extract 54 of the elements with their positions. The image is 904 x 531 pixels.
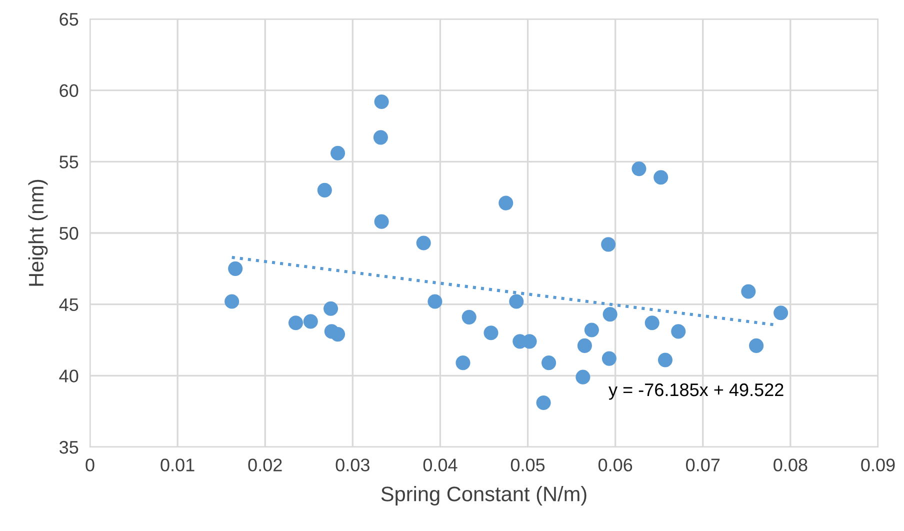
point (416, 236, 431, 250)
point (601, 237, 616, 252)
point (373, 130, 388, 145)
x-tick-label: 0.01 (160, 458, 194, 472)
point (317, 182, 332, 198)
y-tick-label: 45 (59, 298, 78, 312)
point (741, 284, 756, 299)
point (774, 306, 788, 320)
x-tick-label: 0 (86, 458, 94, 472)
point (498, 196, 514, 210)
y-axis-title: Height (nm) (28, 180, 48, 286)
point (584, 322, 599, 338)
x-tick-label: 0.02 (248, 458, 282, 472)
x-tick-label: 0.09 (861, 458, 895, 472)
y-tick-label: 55 (60, 156, 78, 168)
point (484, 326, 498, 340)
y-tick-label: 35 (59, 440, 78, 454)
x-tick-label: 0.06 (598, 458, 632, 472)
point (228, 261, 243, 276)
point (536, 395, 551, 410)
point (330, 327, 346, 342)
point (374, 94, 389, 110)
point (644, 316, 660, 330)
point (658, 352, 673, 368)
y-tick-label: 50 (60, 226, 78, 240)
point (224, 294, 240, 309)
point (749, 338, 764, 353)
x-tick-label: 0.03 (336, 458, 370, 472)
point (428, 294, 442, 309)
point (330, 146, 346, 160)
point (654, 170, 668, 185)
point (462, 310, 476, 324)
y-tick-label: 65 (60, 12, 78, 26)
x-tick-label: 0.07 (686, 458, 720, 472)
point (509, 294, 524, 309)
x-tick-label: 0.08 (774, 458, 808, 472)
point (671, 324, 686, 339)
point (288, 316, 304, 330)
point (303, 314, 318, 329)
x-tick-label: 0.05 (510, 458, 545, 472)
x-tick-label: 0.04 (423, 458, 458, 472)
point (323, 301, 338, 316)
point (542, 356, 556, 370)
point (456, 356, 470, 370)
point (374, 214, 389, 229)
point (577, 338, 592, 353)
point (602, 307, 618, 322)
point (632, 162, 646, 176)
point (576, 370, 590, 384)
y-tick-label: 60 (60, 84, 78, 98)
annotation: y = -76.185x + 49.522 (608, 383, 784, 400)
y-tick-label: 40 (59, 370, 78, 382)
point (602, 351, 616, 366)
x-axis-title: Spring Constant (N/m) (381, 486, 586, 506)
